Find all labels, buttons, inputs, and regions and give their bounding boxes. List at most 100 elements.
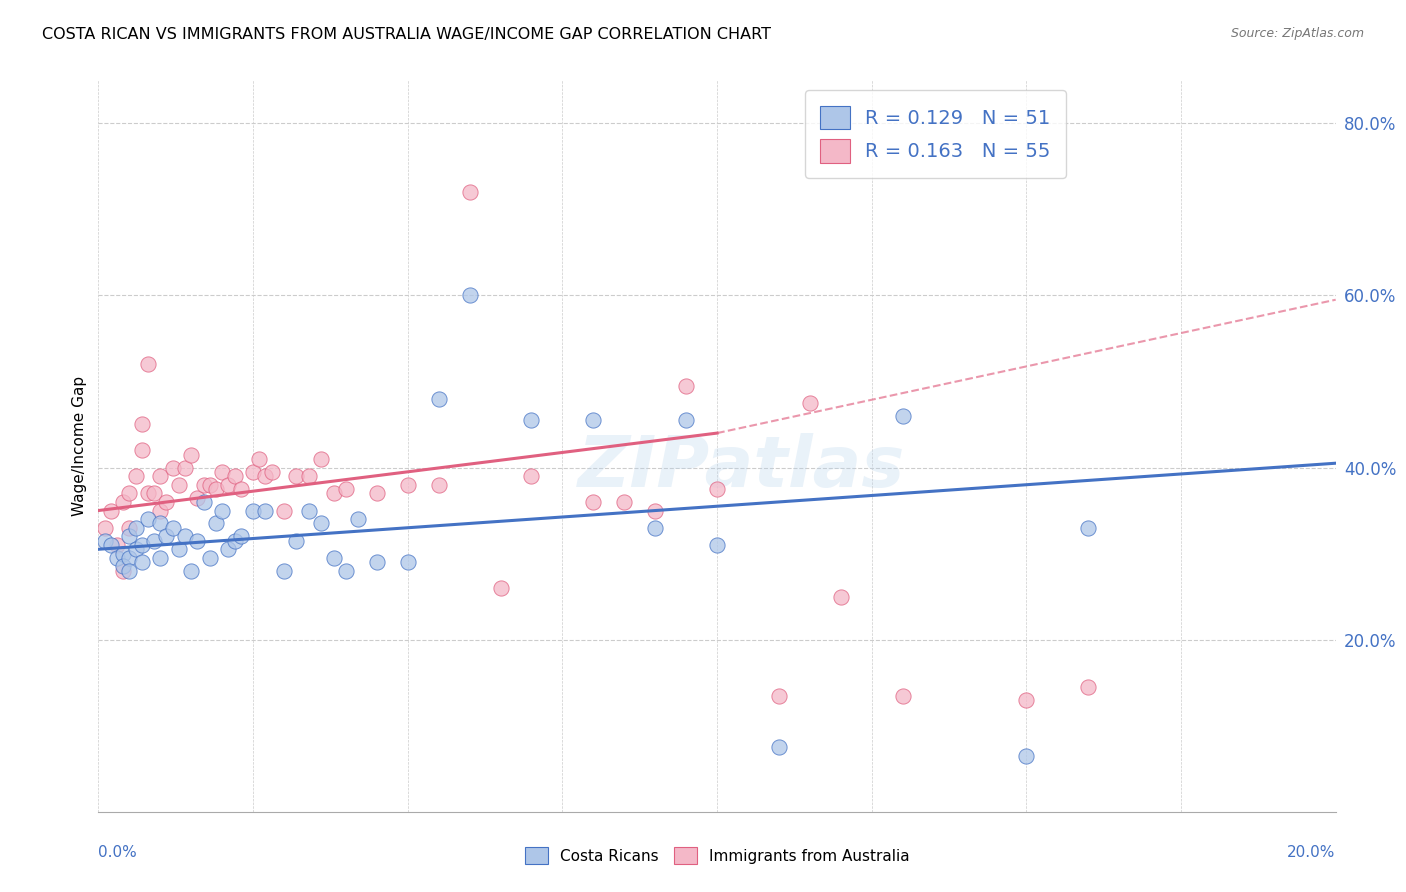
- Point: [205, 482, 228, 496]
- Text: 0.0%: 0.0%: [98, 845, 138, 860]
- Point: [131, 417, 153, 432]
- Point: [706, 538, 728, 552]
- Point: [799, 396, 821, 410]
- Text: COSTA RICAN VS IMMIGRANTS FROM AUSTRALIA WAGE/INCOME GAP CORRELATION CHART: COSTA RICAN VS IMMIGRANTS FROM AUSTRALIA…: [42, 27, 770, 42]
- Point: [675, 413, 697, 427]
- Point: [273, 564, 295, 578]
- Point: [118, 486, 141, 500]
- Point: [254, 503, 277, 517]
- Point: [93, 521, 115, 535]
- Point: [309, 451, 332, 466]
- Point: [891, 689, 914, 703]
- Point: [582, 495, 605, 509]
- Point: [131, 443, 153, 458]
- Point: [167, 477, 190, 491]
- Text: 20.0%: 20.0%: [1288, 845, 1336, 860]
- Point: [112, 495, 135, 509]
- Point: [273, 503, 295, 517]
- Point: [427, 392, 450, 406]
- Text: ZIPatlas: ZIPatlas: [578, 434, 905, 502]
- Point: [229, 529, 252, 543]
- Point: [193, 495, 215, 509]
- Point: [186, 491, 208, 505]
- Point: [174, 529, 197, 543]
- Point: [112, 564, 135, 578]
- Point: [105, 538, 128, 552]
- Point: [124, 542, 146, 557]
- Point: [143, 533, 166, 548]
- Point: [167, 542, 190, 557]
- Point: [118, 521, 141, 535]
- Point: [174, 460, 197, 475]
- Point: [285, 469, 308, 483]
- Point: [644, 521, 666, 535]
- Point: [830, 590, 852, 604]
- Point: [706, 482, 728, 496]
- Point: [198, 550, 221, 565]
- Point: [155, 495, 177, 509]
- Point: [136, 486, 159, 500]
- Point: [489, 581, 512, 595]
- Point: [366, 486, 388, 500]
- Point: [118, 529, 141, 543]
- Point: [112, 559, 135, 574]
- Point: [162, 460, 184, 475]
- Point: [229, 482, 252, 496]
- Point: [285, 533, 308, 548]
- Point: [520, 413, 543, 427]
- Point: [891, 409, 914, 423]
- Point: [149, 516, 172, 531]
- Point: [100, 503, 122, 517]
- Point: [118, 564, 141, 578]
- Point: [131, 538, 153, 552]
- Point: [112, 547, 135, 561]
- Point: [298, 469, 321, 483]
- Point: [322, 486, 344, 500]
- Point: [198, 477, 221, 491]
- Point: [143, 486, 166, 500]
- Point: [254, 469, 277, 483]
- Point: [211, 503, 233, 517]
- Point: [396, 555, 419, 569]
- Point: [582, 413, 605, 427]
- Point: [180, 448, 202, 462]
- Point: [149, 503, 172, 517]
- Point: [675, 378, 697, 392]
- Legend: Costa Ricans, Immigrants from Australia: Costa Ricans, Immigrants from Australia: [519, 841, 915, 870]
- Point: [118, 550, 141, 565]
- Point: [211, 465, 233, 479]
- Point: [149, 550, 172, 565]
- Point: [131, 555, 153, 569]
- Y-axis label: Wage/Income Gap: Wage/Income Gap: [72, 376, 87, 516]
- Point: [155, 529, 177, 543]
- Point: [768, 740, 790, 755]
- Point: [335, 564, 357, 578]
- Point: [186, 533, 208, 548]
- Text: Source: ZipAtlas.com: Source: ZipAtlas.com: [1230, 27, 1364, 40]
- Point: [260, 465, 283, 479]
- Point: [1015, 693, 1038, 707]
- Point: [242, 503, 264, 517]
- Point: [1015, 748, 1038, 763]
- Point: [205, 516, 228, 531]
- Point: [613, 495, 636, 509]
- Point: [242, 465, 264, 479]
- Point: [247, 451, 270, 466]
- Point: [396, 477, 419, 491]
- Point: [644, 503, 666, 517]
- Point: [1077, 680, 1099, 694]
- Point: [347, 512, 370, 526]
- Point: [1077, 521, 1099, 535]
- Point: [162, 521, 184, 535]
- Point: [217, 542, 239, 557]
- Point: [298, 503, 321, 517]
- Point: [768, 689, 790, 703]
- Point: [100, 538, 122, 552]
- Point: [124, 469, 146, 483]
- Point: [105, 550, 128, 565]
- Point: [136, 357, 159, 371]
- Point: [124, 521, 146, 535]
- Point: [224, 469, 246, 483]
- Point: [217, 477, 239, 491]
- Point: [322, 550, 344, 565]
